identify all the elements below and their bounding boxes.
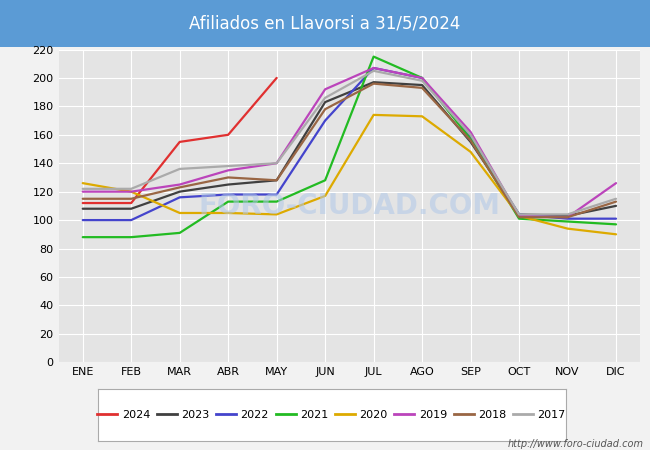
Text: FORO-CIUDAD.COM: FORO-CIUDAD.COM <box>198 192 500 220</box>
Text: Afiliados en Llavorsi a 31/5/2024: Afiliados en Llavorsi a 31/5/2024 <box>189 14 461 33</box>
Legend: 2024, 2023, 2022, 2021, 2020, 2019, 2018, 2017: 2024, 2023, 2022, 2021, 2020, 2019, 2018… <box>93 406 570 424</box>
Text: http://www.foro-ciudad.com: http://www.foro-ciudad.com <box>508 439 644 449</box>
